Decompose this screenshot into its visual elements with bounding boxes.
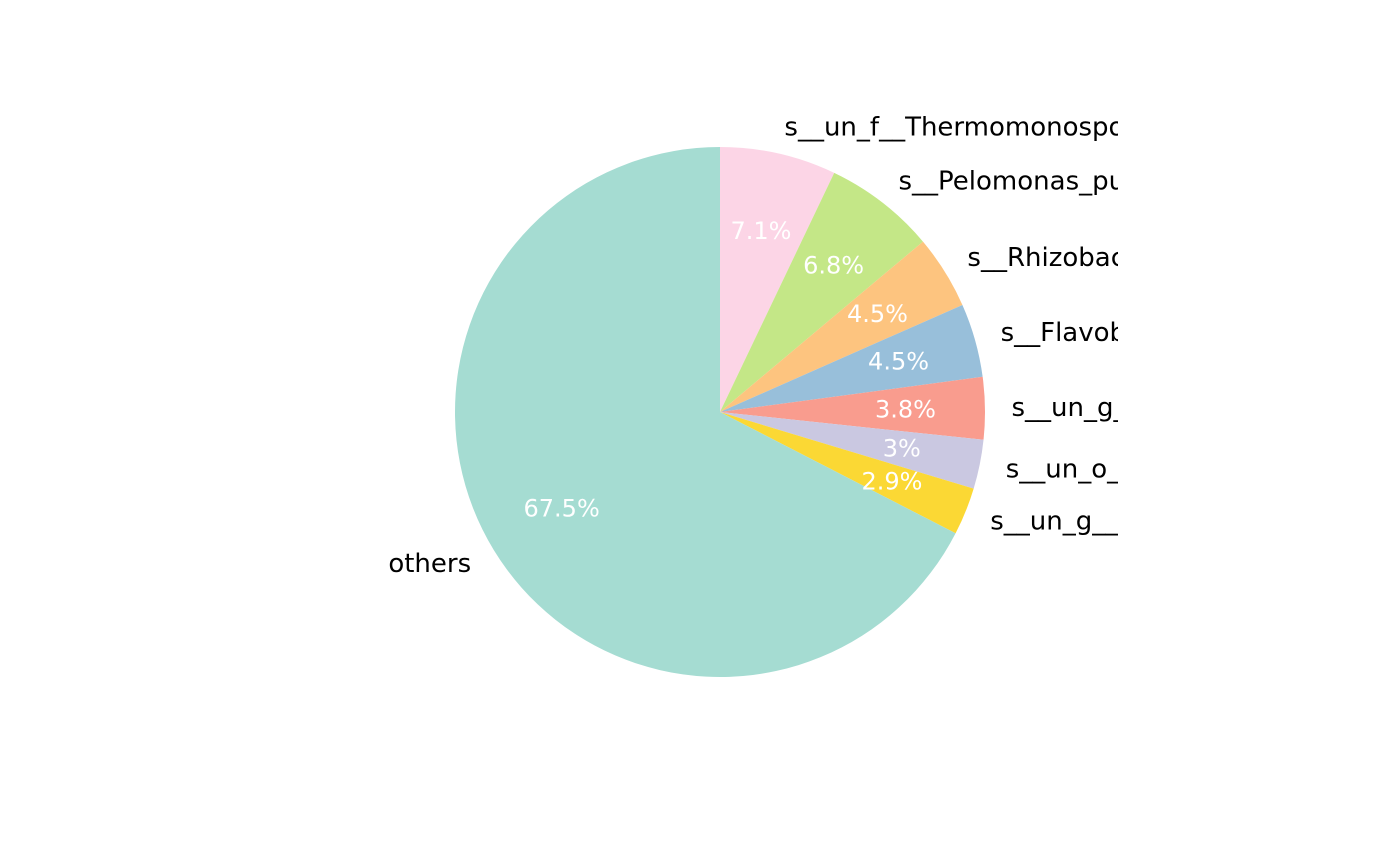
slice-label-4: s__un_g__Rhizobacter: [1011, 393, 1294, 423]
pie-slice-5: [720, 412, 984, 489]
pie-slice-0: [720, 147, 835, 412]
slice-label-3: s__Flavobacterium_t: [1001, 318, 1266, 348]
pie-slice-6: [720, 412, 974, 534]
slice-label-2: s__Rhizobacter_bergeri: [967, 243, 1268, 273]
pct-label-3: 4.5%: [868, 348, 929, 376]
pie-slices: [454, 147, 986, 677]
slice-label-1: s__Pelomonas_puraquae: [899, 167, 1217, 197]
pct-label-0: 7.1%: [730, 217, 791, 245]
pct-label-1: 6.8%: [803, 251, 864, 279]
pie-slice-2: [720, 241, 963, 412]
slice-label-7: others: [388, 549, 471, 579]
pie-slice-3: [720, 304, 983, 412]
slice-label-6: s__un_g__Streptomyces: [990, 506, 1298, 536]
percentage-labels: 7.1% 6.8% 4.5% 4.5% 3.8% 3% 2.9% 67.5%: [524, 217, 936, 522]
slice-label-0: s__un_f__Thermomonosporaceae: [784, 113, 1213, 143]
pct-label-4: 3.8%: [875, 395, 936, 423]
pct-label-6: 2.9%: [861, 468, 922, 496]
pie-slice-7: [454, 147, 956, 677]
pct-label-7: 67.5%: [524, 495, 600, 523]
pct-label-5: 3%: [883, 435, 921, 463]
slice-labels: s__un_f__Thermomonosporaceae s__Pelomonas…: [388, 113, 1336, 579]
pct-label-2: 4.5%: [847, 300, 908, 328]
pie-slice-4: [720, 376, 986, 440]
slice-label-5: s__un_o__Burkholderiales: [1006, 455, 1336, 485]
pie-slice-1: [720, 172, 923, 412]
